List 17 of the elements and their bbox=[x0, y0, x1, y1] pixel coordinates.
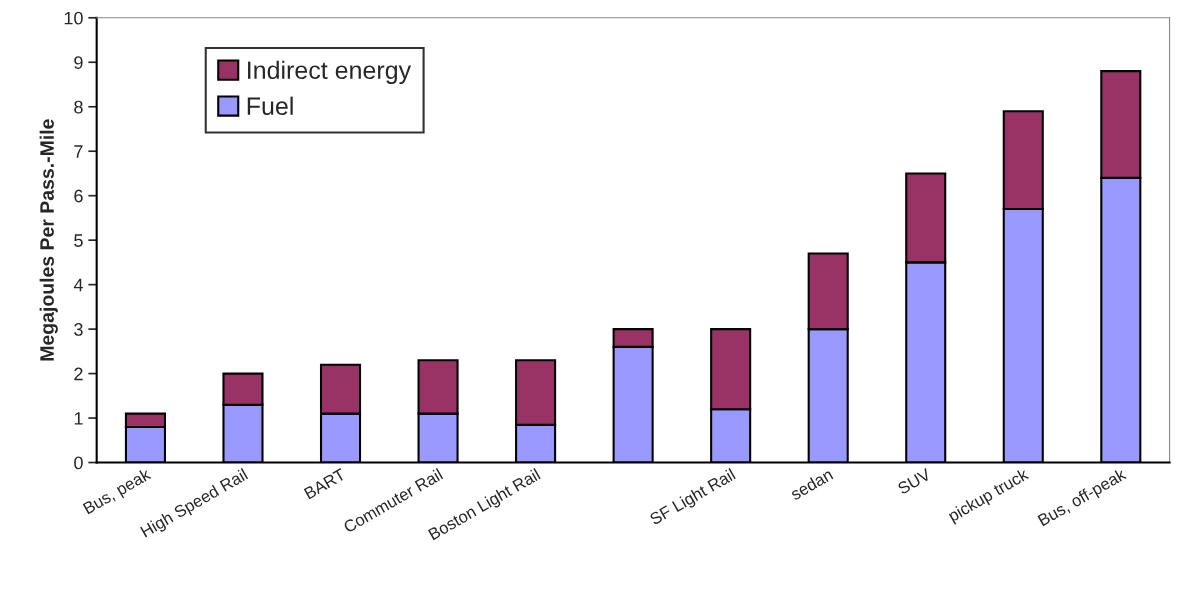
y-tick-label: 2 bbox=[74, 367, 83, 381]
x-tick-label: SF Light Rail bbox=[648, 467, 738, 529]
y-tick-label: 1 bbox=[74, 412, 83, 425]
x-tick-label: SUV bbox=[896, 467, 932, 495]
legend-label: Indirect energy bbox=[248, 60, 412, 85]
y-tick-label: 0 bbox=[74, 456, 83, 470]
y-tick-label: 7 bbox=[74, 145, 83, 158]
legend-label: Fuel bbox=[247, 96, 293, 116]
y-tick-label: 3 bbox=[74, 323, 83, 336]
y-tick-label: 5 bbox=[74, 234, 83, 247]
y-tick-label: 8 bbox=[74, 100, 83, 114]
y-tick-label: 10 bbox=[64, 11, 83, 25]
y-axis-title: Megajoules Per Pass.-Mile bbox=[39, 119, 58, 361]
y-tick-label: 4 bbox=[73, 278, 83, 292]
y-tick-label: 9 bbox=[74, 56, 83, 69]
x-tick-label: Bus, peak bbox=[82, 467, 154, 518]
y-tick-label: 6 bbox=[74, 189, 83, 203]
